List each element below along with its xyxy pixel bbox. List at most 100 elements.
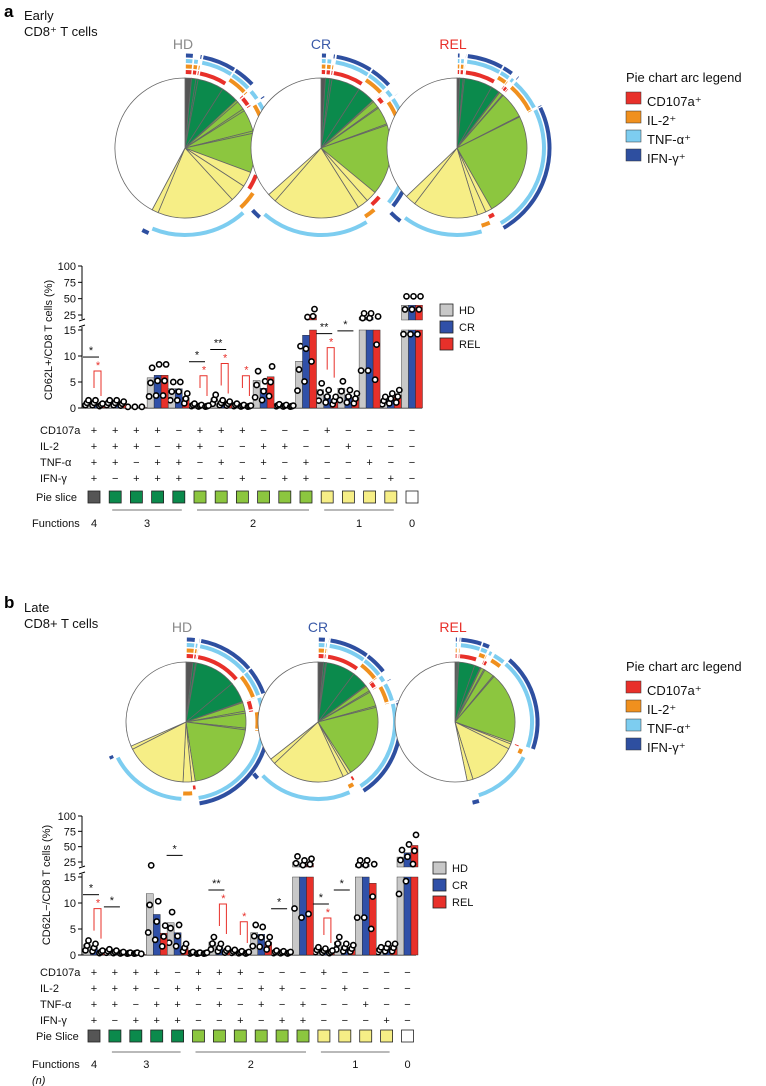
- marker-sign: −: [176, 425, 182, 437]
- arc-legend-label: IL-2⁺: [647, 702, 676, 717]
- bar-legend-label: REL: [459, 339, 480, 351]
- bar-hd: [292, 876, 300, 956]
- pie-arc-cd107a: [465, 70, 495, 84]
- pie-slice-swatch: [338, 1029, 352, 1043]
- pie-slice-swatch: [87, 1029, 101, 1043]
- pie-arc-ifn: [482, 642, 490, 649]
- data-point: [367, 309, 375, 317]
- data-point: [334, 940, 342, 947]
- bar-legend-label: HD: [459, 305, 475, 317]
- data-point: [321, 945, 329, 952]
- pie-slice-swatch: [129, 1029, 143, 1043]
- significance-star: *: [277, 897, 282, 909]
- data-point: [175, 921, 183, 929]
- legend-swatch-cr: [439, 320, 454, 334]
- data-point: [250, 932, 258, 940]
- marker-sign: +: [300, 1015, 306, 1027]
- arc-legend-swatch-tnf: [625, 129, 642, 143]
- marker-sign: −: [216, 983, 222, 995]
- data-point: [360, 309, 368, 317]
- data-point: [85, 937, 92, 944]
- data-point: [401, 306, 409, 313]
- data-point: [167, 924, 174, 932]
- y-tick-label: 75: [64, 826, 76, 838]
- pie-arc-il-2: [496, 75, 507, 84]
- data-point: [374, 313, 382, 320]
- marker-sign: +: [176, 441, 182, 453]
- significance-star: **: [214, 338, 223, 350]
- data-point: [363, 856, 371, 864]
- data-point: [113, 396, 121, 404]
- y-tick-label: 10: [64, 351, 76, 363]
- marker-sign: +: [195, 967, 201, 979]
- y-tick-label: 75: [64, 277, 76, 289]
- pie-slice-swatch: [212, 1029, 226, 1043]
- marker-sign: −: [112, 473, 118, 485]
- marker-sign: −: [133, 999, 139, 1011]
- pie-arc-tnf: [493, 653, 505, 664]
- marker-sign: −: [383, 983, 389, 995]
- pie-arc-tnf: [478, 756, 526, 798]
- significance-star-red: *: [223, 353, 228, 365]
- data-point: [301, 856, 308, 864]
- row-label: Pie Slice: [36, 1031, 79, 1043]
- pie-arc-tnf: [466, 59, 501, 74]
- marker-sign: +: [218, 457, 224, 469]
- marker-sign: −: [342, 1015, 348, 1027]
- pie-arc-tnf: [480, 647, 488, 654]
- pie-slice-swatch: [254, 1029, 268, 1043]
- data-point: [260, 387, 267, 395]
- data-point: [289, 402, 297, 410]
- marker-sign: +: [133, 441, 139, 453]
- pie-arc-il-2: [228, 78, 246, 94]
- data-point: [395, 386, 403, 394]
- data-point: [398, 846, 406, 854]
- pie-arc-ifn: [202, 55, 236, 72]
- pie-arc-il-2: [509, 85, 531, 112]
- pie-arc-tnf: [403, 216, 483, 237]
- marker-sign: −: [321, 1015, 327, 1027]
- y-axis-label-a: CD62L+/CD8 T cells (%): [43, 280, 55, 400]
- data-point: [343, 399, 351, 406]
- marker-sign: +: [282, 441, 288, 453]
- legend-swatch-hd: [432, 861, 447, 875]
- pie-slice: [414, 147, 478, 219]
- pie-arc-ifn: [200, 638, 251, 670]
- data-point: [120, 398, 128, 405]
- pie-arc-tnf: [488, 651, 493, 656]
- axis-break-mark: [78, 865, 86, 869]
- row-label: TNF-α: [40, 999, 72, 1011]
- data-point: [155, 361, 163, 368]
- marker-sign: −: [218, 441, 224, 453]
- pie-arc-tnf: [201, 60, 233, 76]
- pie-slice-swatch: [150, 1029, 164, 1043]
- marker-sign: +: [91, 441, 97, 453]
- data-point: [344, 393, 352, 400]
- data-point: [172, 942, 180, 950]
- pie-arc-tnf: [249, 90, 259, 100]
- pie-slice-swatch: [214, 490, 228, 504]
- function-count-label: 3: [143, 1059, 149, 1071]
- pie-title-rel-a: REL: [439, 36, 466, 52]
- row-label: Functions: [32, 1059, 80, 1071]
- arc-legend-label: CD107a⁺: [647, 683, 702, 698]
- marker-sign: −: [321, 983, 327, 995]
- y-tick-label: 15: [64, 325, 76, 337]
- data-point: [325, 386, 333, 394]
- data-point: [403, 292, 410, 300]
- significance-star: *: [319, 892, 324, 904]
- marker-sign: +: [279, 1015, 285, 1027]
- significance-bracket: [93, 908, 102, 939]
- pie-arc-tnf: [231, 73, 250, 90]
- marker-sign: +: [303, 473, 309, 485]
- marker-sign: +: [237, 967, 243, 979]
- pie-arc-cd107a: [370, 195, 381, 207]
- pie-slice: [273, 721, 344, 783]
- marker-sign: −: [366, 425, 372, 437]
- marker-sign: −: [362, 983, 368, 995]
- bar-legend-label: CR: [452, 880, 468, 892]
- data-point: [349, 941, 357, 949]
- pie-arc-ifn: [260, 96, 265, 100]
- row-label: Functions: [32, 518, 80, 530]
- marker-sign: −: [237, 999, 243, 1011]
